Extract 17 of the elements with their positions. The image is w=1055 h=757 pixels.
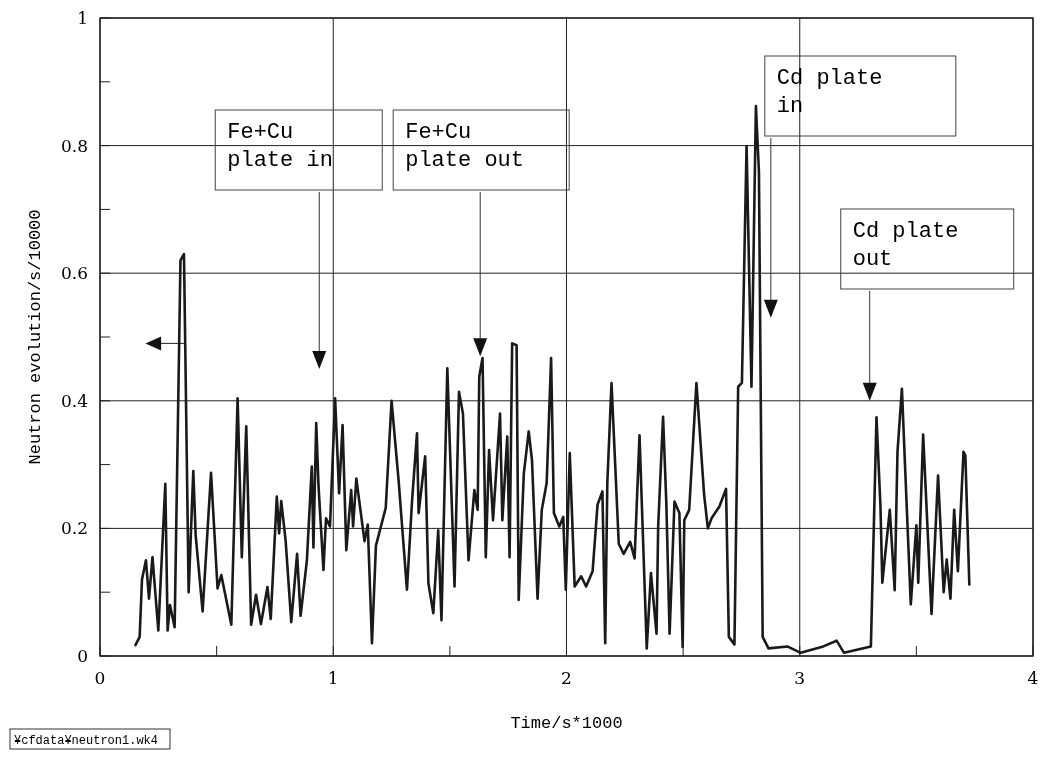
- y-tick-label: 1: [77, 8, 88, 28]
- y-tick-label: 0.4: [60, 390, 88, 411]
- x-tick-label: 4: [1027, 668, 1039, 688]
- x-tick-label: 0: [94, 668, 106, 688]
- y-tick-label: 0: [77, 646, 88, 666]
- x-axis-title: Time/s*1000: [510, 714, 623, 733]
- x-tick-label: 1: [327, 668, 339, 688]
- y-tick-label: 0.6: [60, 263, 88, 284]
- y-tick-label: 0.2: [60, 518, 88, 539]
- x-tick-label: 3: [794, 668, 806, 688]
- y-axis-title: Neutron evolution/s/10000: [26, 209, 45, 465]
- x-tick-label: 2: [561, 668, 572, 688]
- annotation: Cd plate out: [852, 219, 959, 272]
- text: ¥cfdata¥neutron1.wk4: [14, 734, 159, 748]
- annotation: Fe+Cu plate out: [405, 120, 525, 173]
- y-tick-label: 0.8: [60, 135, 88, 156]
- annotation: Fe+Cu plate in: [227, 120, 333, 173]
